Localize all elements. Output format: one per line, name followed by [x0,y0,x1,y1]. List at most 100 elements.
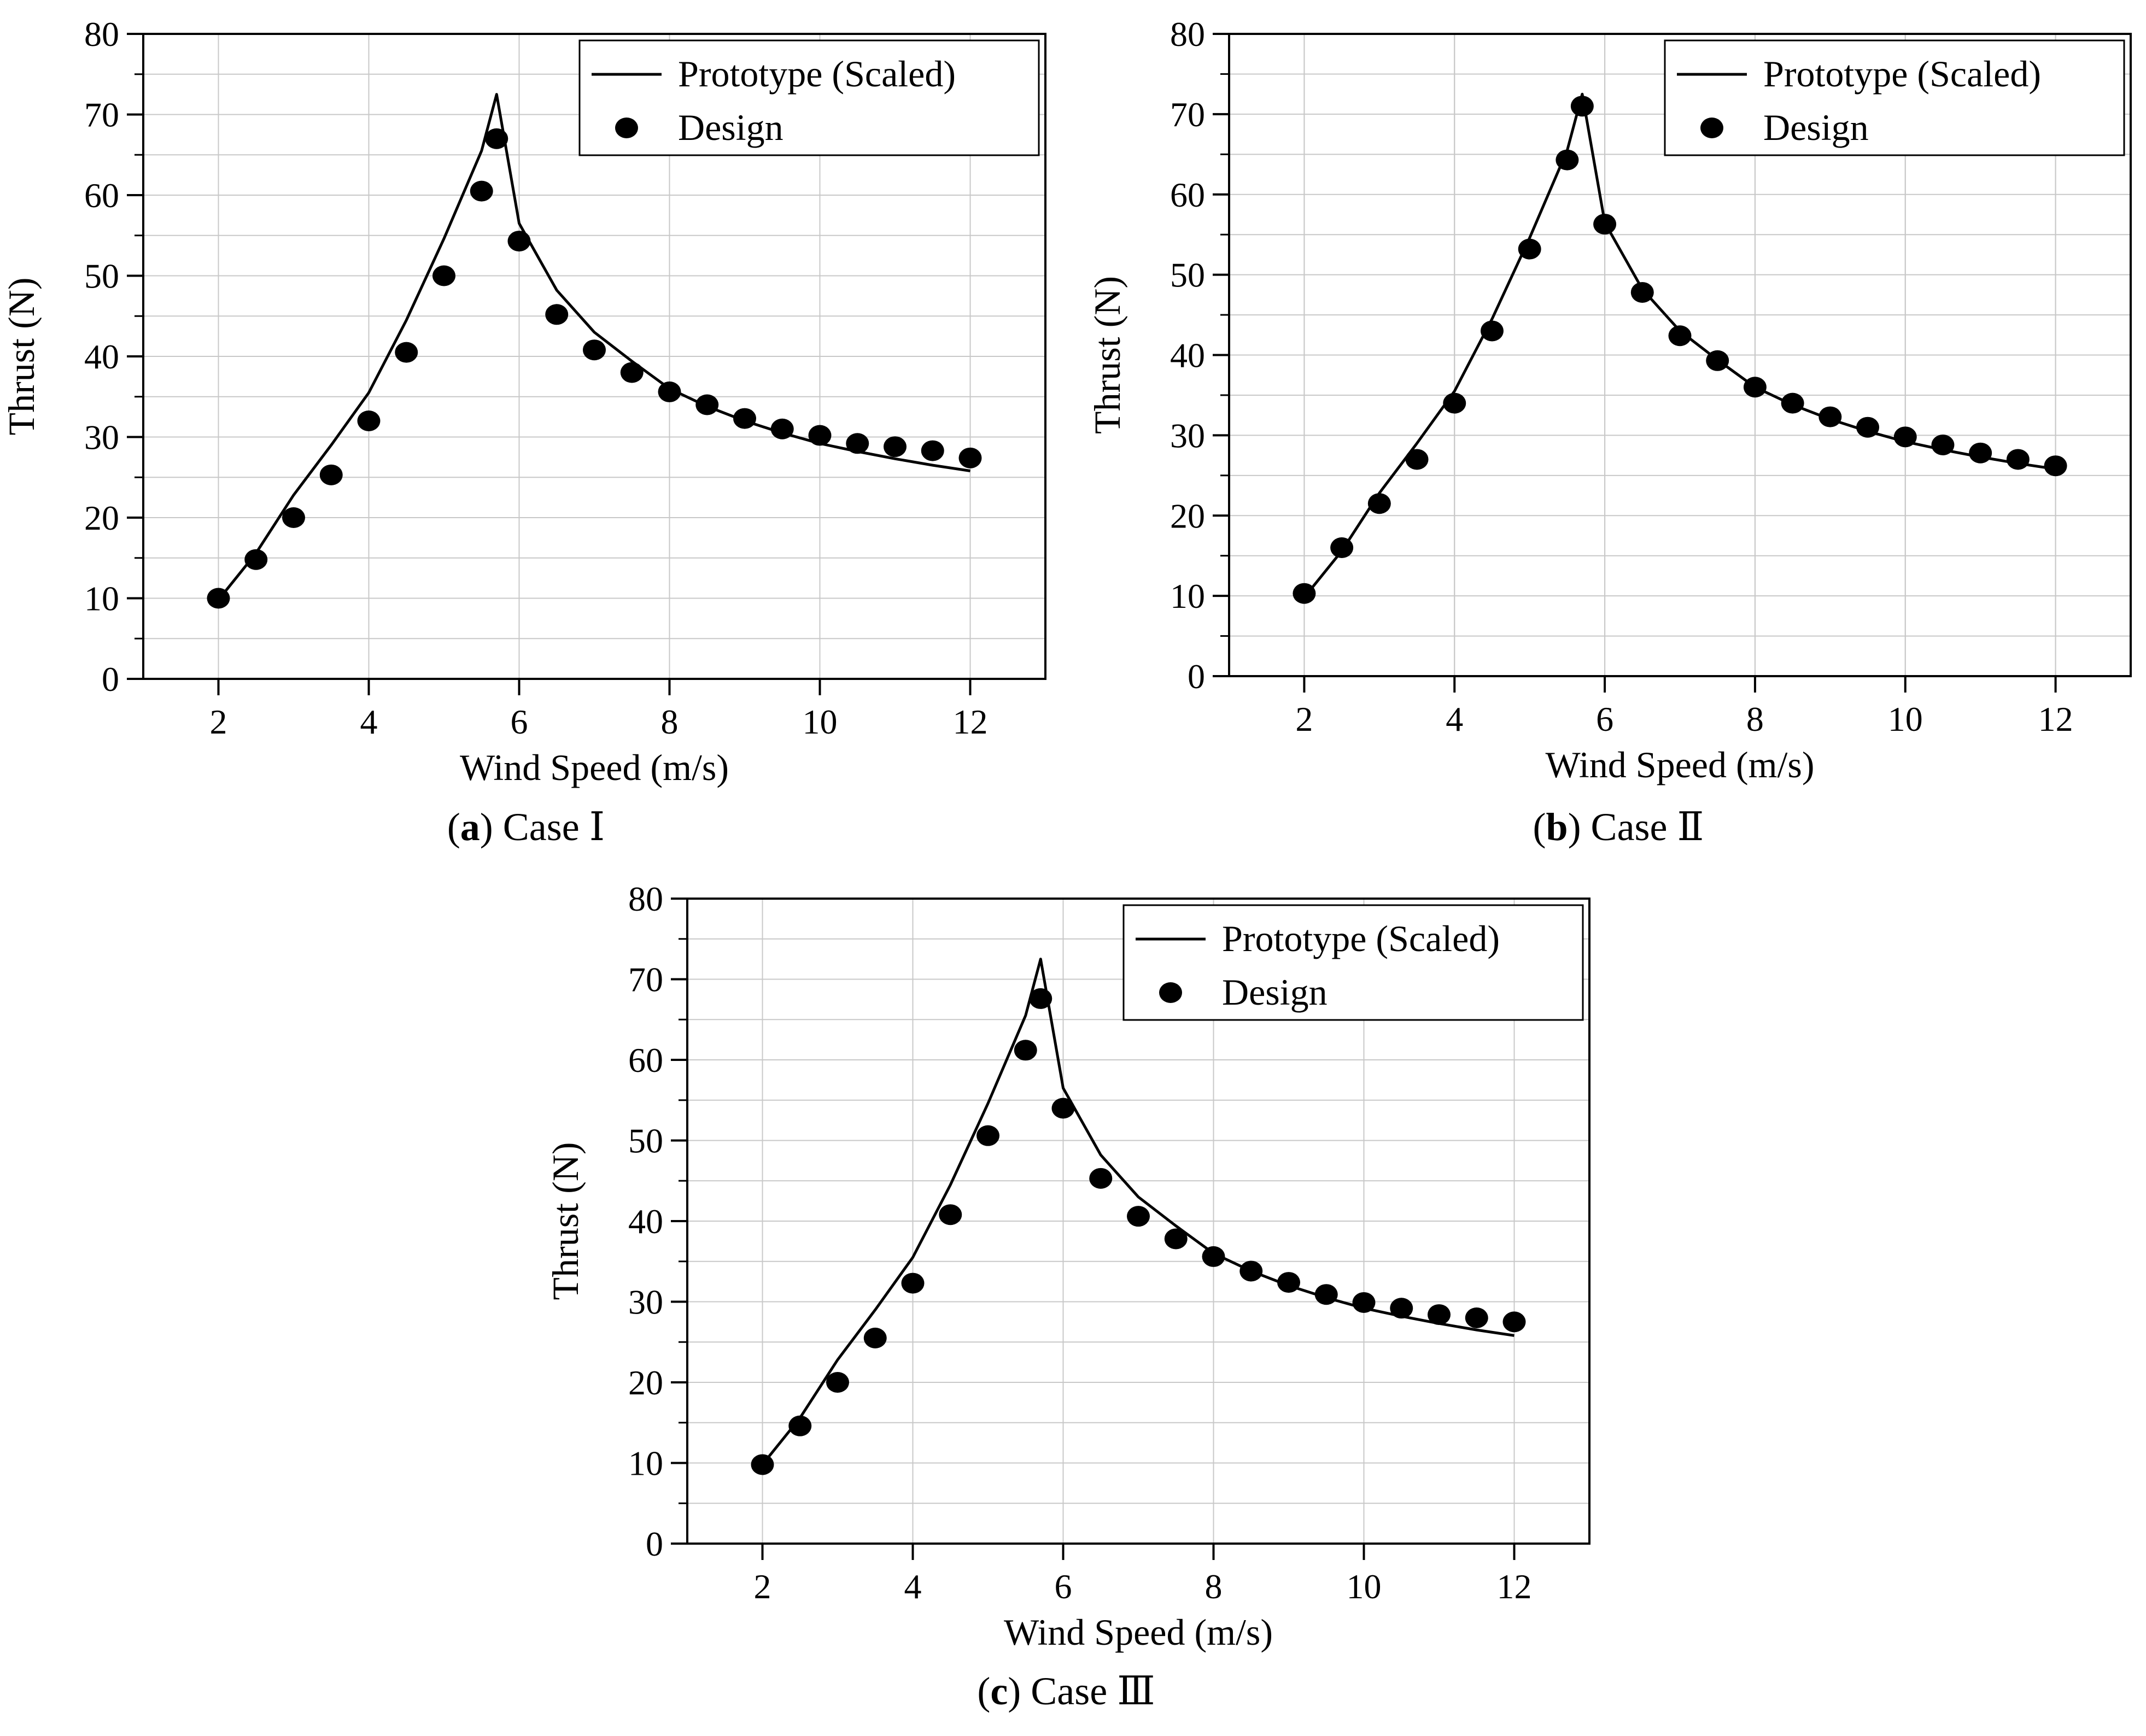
chart-c-y-tick-label: 50 [628,1122,663,1160]
chart-b-design-point [1556,149,1579,171]
chart-c-y-tick-label: 80 [628,879,663,918]
chart-b-design-point [1367,493,1391,514]
chart-b-series-prototype-line [1303,92,2056,599]
chart-b-design-point [1931,435,1955,455]
chart-a-legend-dot-swatch [615,118,638,138]
chart-a-x-tick-label: 12 [953,702,988,741]
chart-c-series-prototype-line [761,958,1515,1465]
chart-c-y-tick-label: 60 [628,1041,663,1080]
chart-c-y-tick-label: 30 [628,1283,663,1322]
chart-b-y-tick-label: 80 [1170,15,1205,54]
chart-b-y-tick-label: 20 [1170,496,1205,535]
chart-c-y-tick-label: 10 [628,1444,663,1483]
chart-b-legend-box [1664,39,2125,156]
chart-b-design-point [1743,377,1767,398]
chart-c-design-point [1164,1228,1188,1250]
chart-a-y-axis-title: Thrust (N) [1,278,42,436]
chart-b-design-point [1330,537,1354,558]
chart-a-y-tick-label: 60 [84,176,119,215]
chart-a-design-point [244,549,268,570]
chart-b-x-tick-label: 10 [1888,700,1923,738]
chart-c-design-point [1502,1311,1526,1333]
chart-a-design-point [770,418,794,439]
chart-c-design-point [901,1272,925,1294]
chart-panel-b: 2 4 6 8 10 12 0 10 20 30 40 50 60 70 80 Wind Speed (m/s… [1086,15,2132,849]
chart-b-y-tick-label: 40 [1170,336,1205,375]
chart-a-x-axis-title: Wind Speed (m/s) [460,747,729,788]
chart-a-design-point [432,265,455,286]
chart-c-y-tick-label: 70 [628,960,663,999]
chart-b-design-point [1706,350,1729,371]
chart-c-design-point [1352,1292,1376,1313]
chart-c-design-point [1277,1272,1300,1293]
chart-b-design-point [1668,325,1692,347]
chart-b-design-point [1893,426,1917,448]
chart-c-design-point [1239,1260,1263,1282]
chart-c-design-point [788,1415,812,1436]
chart-c-design-point [1089,1168,1113,1189]
chart-c-legend-label-prototype: Prototype (Scaled) [1222,918,1500,959]
chart-b-design-point [1405,449,1429,470]
chart-c-design-point [863,1327,887,1348]
chart-c-design-point [1314,1284,1338,1305]
chart-a-caption: (a) Case Ⅰ [447,805,605,849]
chart-c-design-point [1202,1246,1225,1267]
chart-c-legend-box [1122,904,1584,1021]
chart-c-design-point [1428,1304,1451,1326]
chart-b-x-tick-label: 8 [1746,700,1764,738]
chart-a-design-point [884,436,907,458]
chart-b-x-tick-label: 4 [1446,700,1463,738]
chart-c-design-point [976,1125,999,1146]
chart-a-series-prototype-line [217,93,970,601]
chart-b-design-point [1781,392,1804,414]
chart-b-legend-label-design: Design [1763,107,1869,148]
chart-a-design-point [733,408,756,429]
chart-c-x-axis-title: Wind Speed (m/s) [1004,1611,1273,1653]
chart-c-design-point [1127,1206,1150,1227]
chart-a-y-tick-label: 10 [84,579,119,618]
chart-a-design-point [921,440,944,461]
chart-panel-a: 2 4 6 8 10 12 0 10 20 30 40 50 60 70 80 Wind Speed (m/s… [1,15,1046,849]
chart-c-design-point [1029,988,1052,1009]
chart-a-design-point [395,342,418,363]
chart-c-legend-label-design: Design [1222,971,1328,1013]
chart-a-y-tick-label: 50 [84,257,119,296]
chart-a-design-point [282,507,305,528]
chart-b-design-point [1518,238,1541,260]
chart-panel-c: 2 4 6 8 10 12 0 10 20 30 40 50 60 70 80 Wind Speed (m/s… [545,879,1591,1713]
chart-a-design-point [507,231,531,252]
chart-a-y-tick-label: 40 [84,337,119,376]
chart-c-y-axis-title: Thrust (N) [545,1142,586,1300]
chart-c-y-tick-label: 20 [628,1363,663,1402]
chart-a-y-tick-label: 20 [84,498,119,537]
chart-c-x-tick-label: 6 [1055,1567,1072,1606]
chart-c-x-tick-label: 4 [904,1567,922,1606]
chart-a-design-point [319,464,343,485]
chart-b-legend-label-prototype: Prototype (Scaled) [1763,53,2041,95]
chart-c-design-point [939,1204,962,1225]
chart-a-y-tick-label: 70 [84,96,119,134]
chart-b-x-tick-label: 6 [1596,700,1613,738]
chart-c-design-point [1014,1040,1037,1061]
chart-b-design-point [1443,392,1466,414]
chart-b-design-point [2044,455,2067,477]
chart-a-design-point [357,410,381,431]
chart-a-design-point [485,128,508,149]
chart-a-y-tick-label: 0 [102,660,119,699]
chart-a-design-point [470,180,493,202]
chart-b-x-axis-title: Wind Speed (m/s) [1545,744,1814,785]
chart-a-design-point [695,394,719,415]
chart-b-design-point [1856,417,1880,438]
chart-a-legend-label-design: Design [678,107,783,148]
chart-b-caption: (b) Case Ⅱ [1533,805,1704,849]
chart-c-design-point [1465,1307,1488,1328]
chart-b-y-tick-label: 0 [1188,657,1205,696]
chart-c-design-point [826,1372,849,1393]
chart-a-design-point [658,381,681,402]
chart-a-x-tick-label: 6 [511,702,528,741]
chart-c-x-tick-label: 8 [1205,1567,1223,1606]
chart-a-design-point [846,433,869,454]
chart-c-design-point [1390,1298,1413,1319]
chart-b-design-point [1818,406,1842,427]
